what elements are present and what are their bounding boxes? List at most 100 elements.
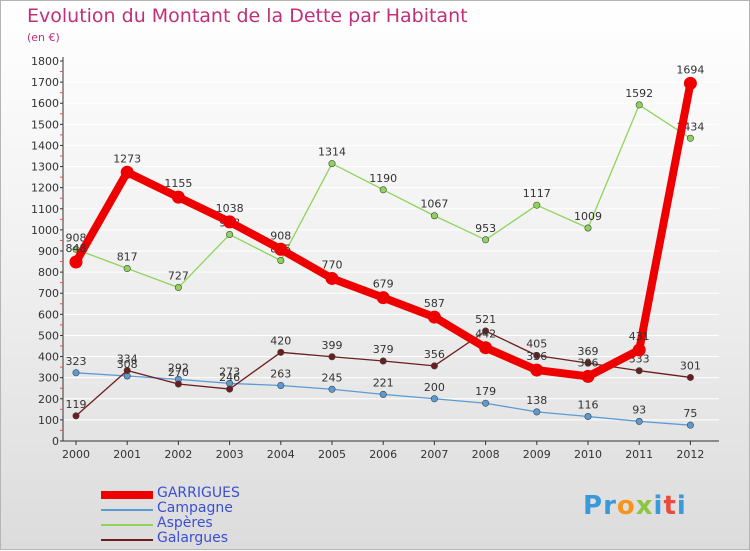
data-label-garrigues: 1694 [676, 63, 704, 76]
data-label-garrigues: 336 [526, 350, 547, 363]
data-point-garrigues [223, 215, 237, 229]
data-point-galargues [533, 351, 541, 359]
data-point-campagne [584, 413, 592, 421]
data-label-garrigues: 908 [270, 229, 291, 242]
data-point-garrigues [581, 369, 595, 383]
data-label-campagne: 200 [424, 381, 445, 394]
data-point-garrigues [530, 363, 544, 377]
data-label-galargues: 334 [117, 352, 138, 365]
unit-label: (en €) [27, 31, 60, 44]
data-label-galargues: 521 [475, 313, 496, 326]
data-label-campagne: 292 [168, 361, 189, 374]
data-label-asperes: 817 [117, 251, 138, 264]
data-point-galargues [686, 373, 694, 381]
y-tick-label: 0 [52, 435, 59, 448]
data-point-asperes [686, 134, 694, 142]
proxiti-logo: Proxiti [583, 491, 687, 521]
y-tick-label: 1100 [31, 203, 59, 216]
data-label-campagne: 263 [270, 367, 291, 380]
x-tick-label: 2011 [625, 448, 653, 461]
y-tick-label: 1200 [31, 182, 59, 195]
y-tick-label: 300 [38, 372, 59, 385]
data-label-galargues: 301 [680, 359, 701, 372]
y-tick-label: 1400 [31, 139, 59, 152]
data-point-galargues [277, 348, 285, 356]
logo-letter: o [616, 491, 636, 521]
x-tick-label: 2000 [62, 448, 90, 461]
data-label-asperes: 1117 [523, 187, 551, 200]
logo-letter: i [676, 491, 687, 521]
legend-swatch [101, 509, 153, 511]
data-label-asperes: 1314 [318, 146, 346, 159]
y-tick-label: 1000 [31, 224, 59, 237]
legend-swatch [101, 524, 153, 526]
data-label-galargues: 405 [526, 338, 547, 351]
data-point-asperes [584, 224, 592, 232]
data-label-galargues: 246 [219, 371, 240, 384]
data-point-campagne [72, 369, 80, 377]
y-tick-label: 900 [38, 245, 59, 258]
data-point-garrigues [376, 291, 390, 305]
data-point-asperes [635, 101, 643, 109]
data-point-campagne [686, 421, 694, 429]
data-label-campagne: 273 [219, 365, 240, 378]
data-point-galargues [72, 412, 80, 420]
data-label-campagne: 245 [322, 371, 343, 384]
data-label-campagne: 308 [117, 358, 138, 371]
data-label-asperes: 727 [168, 270, 189, 283]
logo-letter: i [653, 491, 664, 521]
y-tick-label: 500 [38, 329, 59, 342]
data-point-galargues [482, 327, 490, 335]
y-tick-label: 100 [38, 414, 59, 427]
data-point-galargues [174, 380, 182, 388]
data-label-garrigues: 442 [475, 328, 496, 341]
y-tick-label: 200 [38, 393, 59, 406]
y-tick-label: 400 [38, 351, 59, 364]
data-point-galargues [226, 385, 234, 393]
x-tick-label: 2008 [472, 448, 500, 461]
x-tick-label: 2002 [164, 448, 192, 461]
data-label-galargues: 420 [270, 334, 291, 347]
x-tick-label: 2012 [676, 448, 704, 461]
data-point-garrigues [325, 271, 339, 285]
data-label-campagne: 138 [526, 394, 547, 407]
x-tick-label: 2006 [369, 448, 397, 461]
data-label-campagne: 75 [683, 407, 697, 420]
legend-label: GARRIGUES [157, 485, 240, 501]
data-point-asperes [277, 256, 285, 264]
data-point-asperes [482, 236, 490, 244]
data-point-campagne [328, 385, 336, 393]
data-point-campagne [379, 390, 387, 398]
data-label-garrigues: 1038 [216, 202, 244, 215]
data-point-campagne [533, 408, 541, 416]
data-point-garrigues [171, 190, 185, 204]
y-tick-label: 1600 [31, 97, 59, 110]
data-label-garrigues: 1273 [113, 152, 141, 165]
logo-letter: x [635, 491, 654, 521]
x-tick-label: 2009 [523, 448, 551, 461]
logo-letter: t [663, 491, 677, 521]
data-label-asperes: 1009 [574, 210, 602, 223]
data-label-garrigues: 848 [66, 242, 87, 255]
data-label-galargues: 369 [578, 345, 599, 358]
data-label-asperes: 908 [66, 231, 87, 244]
data-label-garrigues: 306 [578, 356, 599, 369]
chart-title: Evolution du Montant de la Dette par Hab… [27, 5, 468, 27]
data-label-garrigues: 587 [424, 297, 445, 310]
y-tick-label: 1700 [31, 76, 59, 89]
data-point-asperes [430, 212, 438, 220]
data-point-garrigues [632, 343, 646, 357]
data-label-galargues: 379 [373, 343, 394, 356]
data-label-galargues: 119 [66, 398, 87, 411]
y-tick-label: 1500 [31, 118, 59, 131]
data-point-garrigues [120, 165, 134, 179]
data-label-galargues: 356 [424, 348, 445, 361]
data-label-campagne: 93 [632, 403, 646, 416]
data-point-garrigues [69, 255, 83, 269]
data-point-galargues [123, 366, 131, 374]
data-label-campagne: 116 [578, 399, 599, 412]
x-tick-label: 2001 [113, 448, 141, 461]
x-tick-label: 2003 [216, 448, 244, 461]
data-label-asperes: 1190 [369, 172, 397, 185]
